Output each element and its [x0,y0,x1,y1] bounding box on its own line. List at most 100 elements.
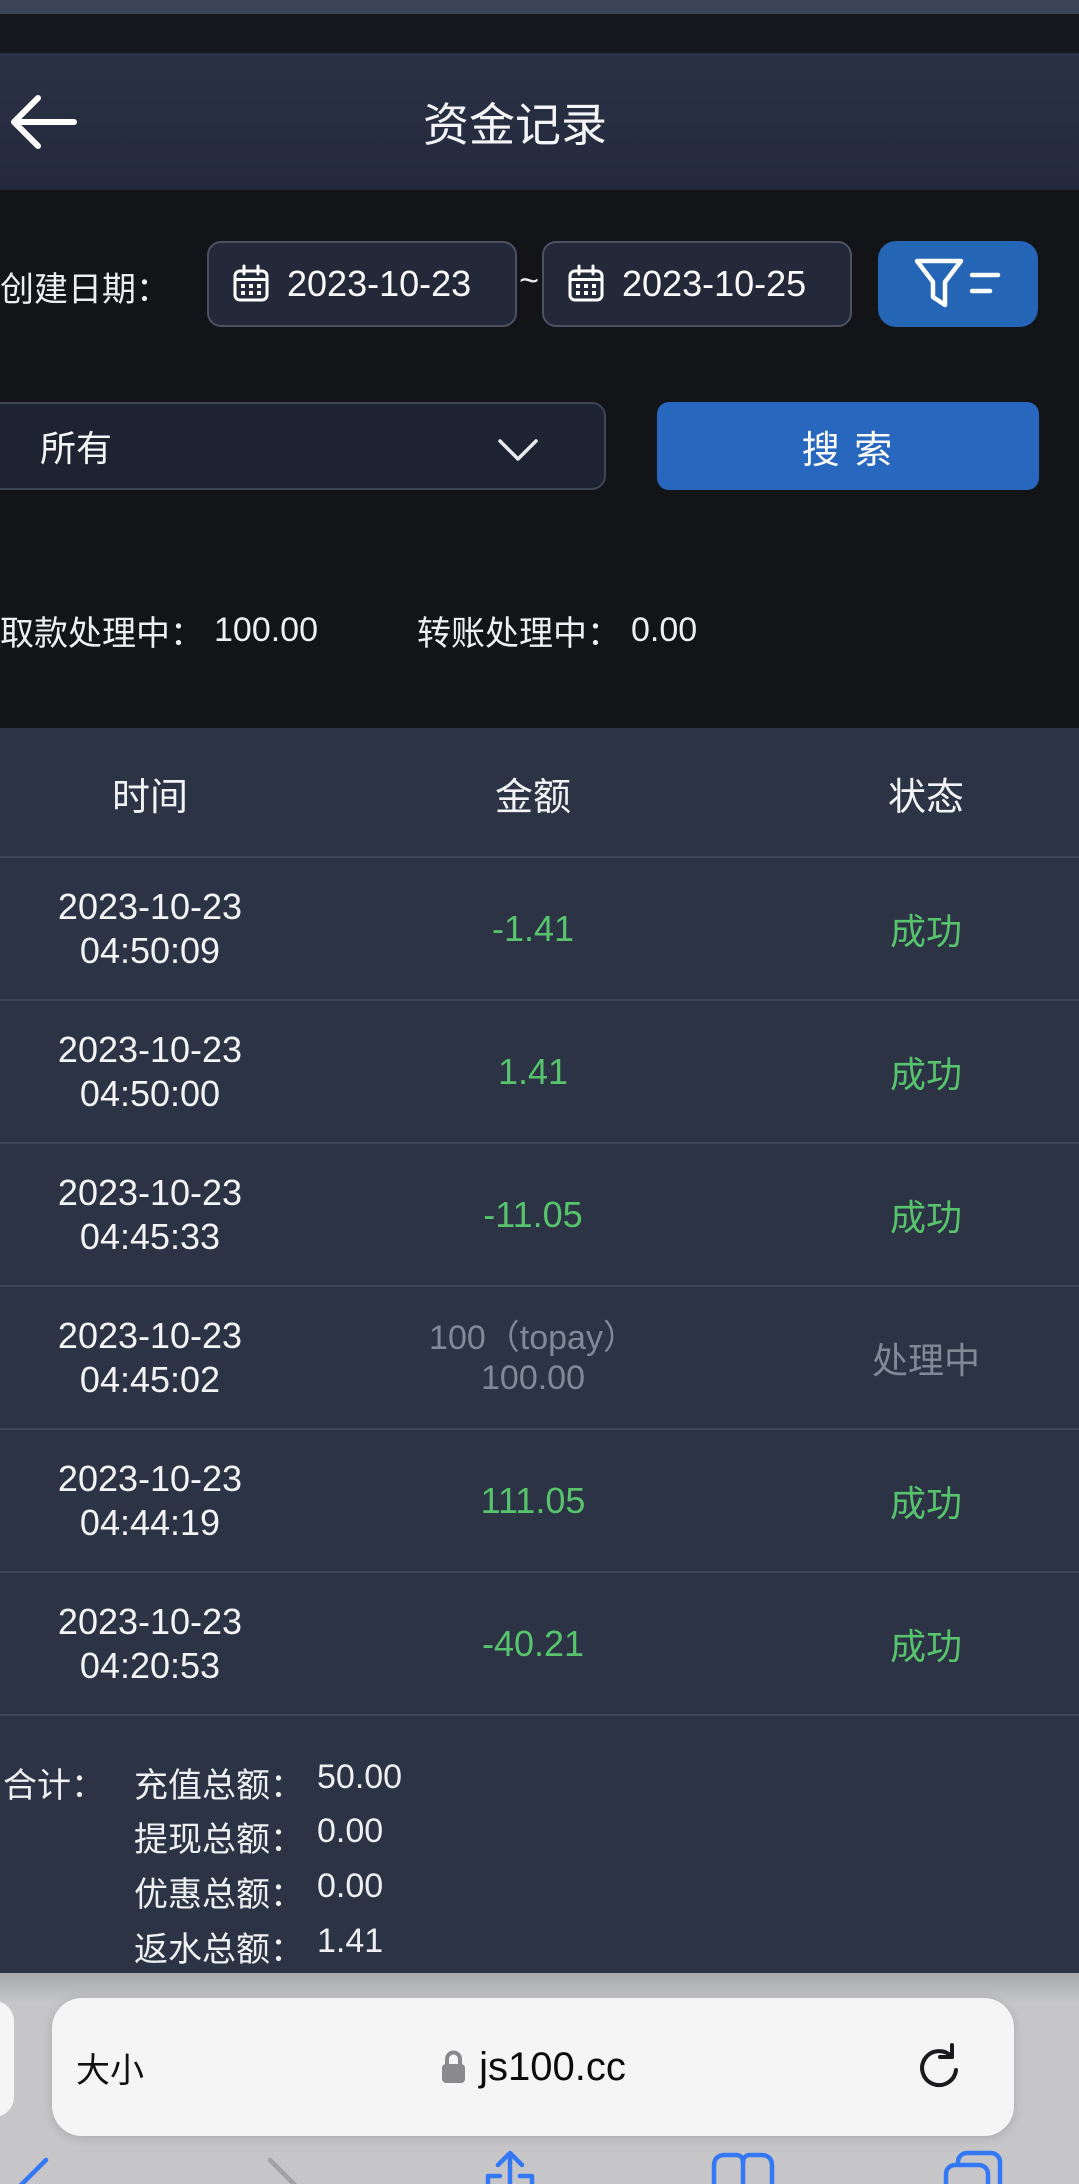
summary-value: 1.41 [317,1922,384,1960]
calendar-icon [233,264,269,302]
cell-amount: -1.41 [383,858,683,999]
summary-line: 优惠总额： 0.00 [0,1867,1079,1914]
cell-status: 成功 [776,858,1076,999]
transfer-pending-label: 转账处理中： [417,615,621,653]
row-date: 2023-10-23 [57,1457,243,1499]
share-icon[interactable] [478,2146,542,2184]
row-status-badge: 成功 [889,1196,962,1238]
summary-prefix: 合计： [3,1767,105,1805]
date-to-input[interactable]: 2023-10-25 [542,241,852,327]
summary-label: 提现总额： [134,1821,304,1859]
type-select[interactable]: 所有 [0,402,606,490]
row-amount: 100（topay） [429,1318,637,1357]
cell-amount: -11.05 [383,1144,683,1285]
font-size-control[interactable]: 大小 [76,2051,144,2090]
row-date: 2023-10-23 [57,1171,243,1213]
browser-bottom-bar: 大小 js100.cc [0,1973,1079,2184]
url-bar[interactable]: 大小 js100.cc [52,1998,1014,2136]
summary-label: 返水总额： [134,1931,304,1969]
date-to-value: 2023-10-25 [622,263,807,304]
summary-value: 0.00 [317,1812,384,1850]
table-row: 2023-10-23 04:44:19 111.05 成功 [0,1430,1079,1573]
date-range-label: 创建日期： [0,271,170,309]
row-time: 04:44:19 [79,1501,221,1543]
withdraw-pending: 取款处理中： 100.00 [0,606,318,655]
summary-label: 充值总额： [134,1767,304,1805]
table-row: 2023-10-23 04:50:09 -1.41 成功 [0,858,1079,1001]
url-text: js100.cc [479,2044,626,2089]
summary-value: 50.00 [317,1758,403,1796]
calendar-icon [568,264,604,302]
bookmarks-icon[interactable] [708,2150,778,2184]
row-amount: 1.41 [497,1050,569,1092]
filter-button[interactable] [878,241,1038,327]
row-status-badge: 成功 [889,1053,962,1095]
row-time: 04:45:33 [79,1215,221,1257]
column-header-status: 状态 [887,776,964,819]
transfer-pending: 转账处理中： 0.00 [417,606,697,655]
row-status-badge: 成功 [889,1482,962,1524]
search-button[interactable]: 搜 索 [657,402,1039,490]
row-amount: -40.21 [481,1622,585,1664]
row-status-badge: 处理中 [871,1339,980,1381]
browser-forward-icon[interactable] [254,2156,306,2184]
status-bar-strip [0,14,1079,53]
page-header: 资金记录 [0,53,1079,190]
summary-line: 返水总额： 1.41 [0,1922,1079,1969]
column-header-time: 时间 [111,776,188,819]
row-time: 04:50:09 [79,929,221,971]
withdraw-pending-label: 取款处理中： [0,615,204,653]
row-time: 04:50:00 [79,1072,221,1114]
cell-time: 2023-10-23 04:50:09 [0,858,300,999]
table-row: 2023-10-23 04:20:53 -40.21 成功 [0,1573,1079,1716]
lock-icon [442,2050,466,2083]
cell-amount: 100（topay） 100.00 [383,1287,683,1428]
url-center: js100.cc [52,1998,1014,2136]
cell-status: 成功 [776,1573,1076,1714]
row-amount-secondary: 100.00 [481,1358,585,1397]
pending-summary-line: 取款处理中： 100.00 转账处理中： 0.00 [0,606,1079,654]
transfer-pending-value: 0.00 [631,611,698,649]
cell-amount: 111.05 [383,1430,683,1571]
row-status-badge: 成功 [889,1625,962,1667]
browser-back-icon[interactable] [10,2156,62,2184]
row-time: 04:20:53 [79,1644,221,1686]
back-arrow-icon[interactable] [4,89,82,155]
table-row: 2023-10-23 04:50:00 1.41 成功 [0,1001,1079,1144]
row-date: 2023-10-23 [57,1314,243,1356]
table-rows: 2023-10-23 04:50:09 -1.41 成功 2023-10-23 … [0,858,1079,1716]
type-select-value: 所有 [40,428,113,469]
row-date: 2023-10-23 [57,1028,243,1070]
column-header-amount: 金额 [494,776,571,819]
totals-summary: 合计： 充值总额： 50.00 提现总额： 0.00 优惠总额： 0.00 返水… [0,1716,1079,1971]
reload-icon[interactable] [912,2042,962,2092]
funnel-list-icon [914,258,1001,308]
cell-time: 2023-10-23 04:44:19 [0,1430,300,1571]
cell-status: 成功 [776,1430,1076,1571]
row-time: 04:45:02 [79,1358,221,1400]
date-range-separator: ~ [519,262,539,300]
summary-line: 合计： 充值总额： 50.00 [0,1758,1079,1805]
records-table: 时间 金额 状态 2023-10-23 04:50:09 -1.41 成功 20… [0,728,1079,1973]
cell-amount: 1.41 [383,1001,683,1142]
adjacent-tab-peek [0,2001,14,2117]
row-amount: -1.41 [491,907,575,949]
cell-status: 成功 [776,1001,1076,1142]
row-date: 2023-10-23 [57,885,243,927]
row-date: 2023-10-23 [57,1600,243,1642]
page-title: 资金记录 [423,98,607,151]
cell-time: 2023-10-23 04:45:02 [0,1287,300,1428]
date-from-value: 2023-10-23 [287,263,472,304]
summary-line: 提现总额： 0.00 [0,1812,1079,1859]
cell-time: 2023-10-23 04:50:00 [0,1001,300,1142]
withdraw-pending-value: 100.00 [214,611,318,649]
chevron-down-icon [498,439,538,461]
top-edge-strip [0,0,1079,14]
tabs-icon[interactable] [942,2150,1004,2184]
table-row: 2023-10-23 04:45:02 100（topay） 100.00 处理… [0,1287,1079,1430]
date-from-input[interactable]: 2023-10-23 [207,241,517,327]
summary-label: 优惠总额： [134,1876,304,1914]
cell-amount: -40.21 [383,1573,683,1714]
row-status-badge: 成功 [889,910,962,952]
cell-status: 成功 [776,1144,1076,1285]
